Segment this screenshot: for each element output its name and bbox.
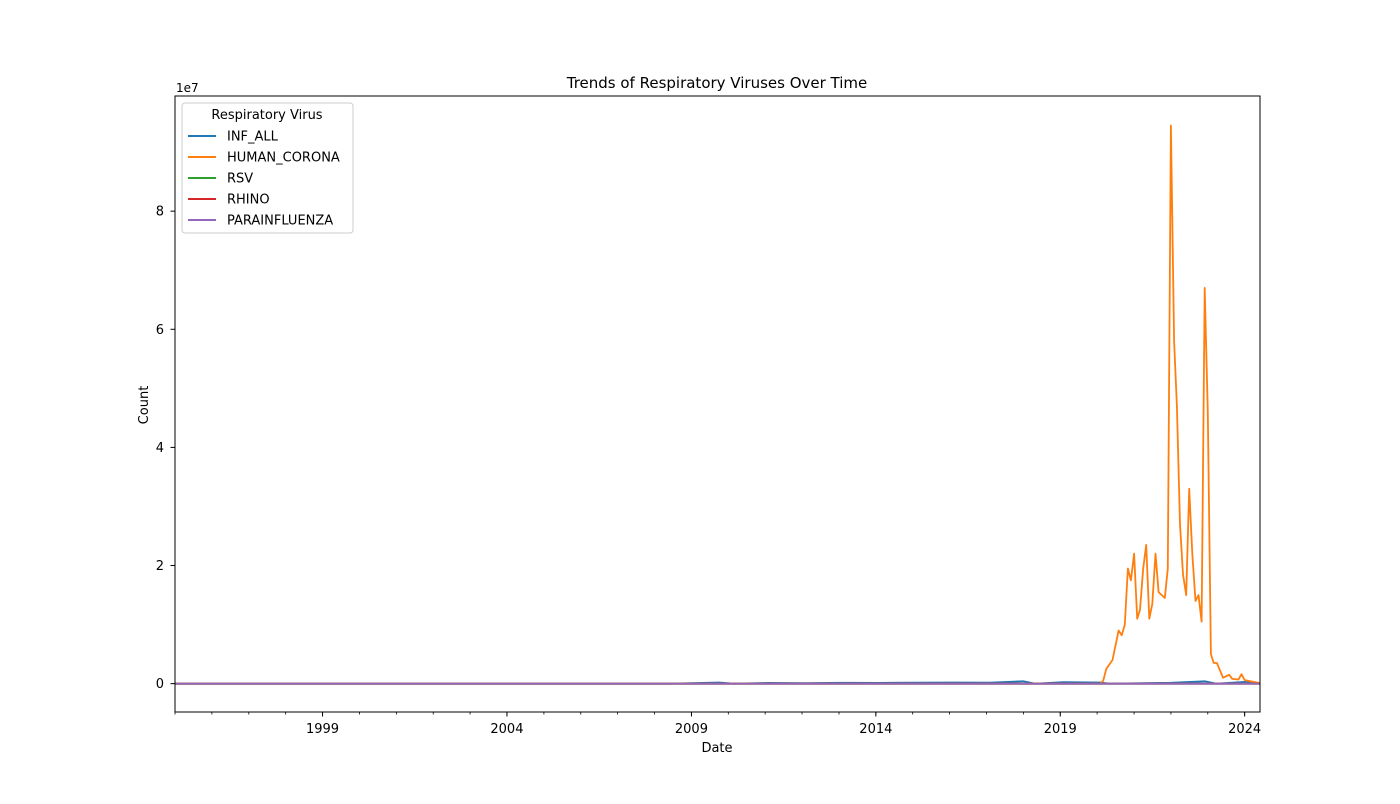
y-tick-label: 2 <box>156 559 164 574</box>
series-line-human-corona <box>175 124 1261 685</box>
x-tick-label: 1999 <box>306 722 339 737</box>
legend-title: Respiratory Virus <box>211 108 322 123</box>
legend: Respiratory Virus INF_ALL HUMAN_CORONA RSV… <box>181 102 354 234</box>
chart-title: Trends of Respiratory Viruses Over Time <box>566 74 868 92</box>
legend-box <box>181 102 354 234</box>
x-tick-label: 2024 <box>1228 722 1261 737</box>
x-tick-label: 2009 <box>675 722 708 737</box>
y-axis-offset-label: 1e7 <box>176 81 199 95</box>
y-tick-label: 6 <box>156 323 164 338</box>
legend-label: RHINO <box>227 193 270 208</box>
axis-ticks: 1999 2004 2009 2014 2019 2024 0 2 4 6 8 <box>156 205 1261 737</box>
x-tick-label: 2004 <box>490 722 523 737</box>
x-tick-label: 2014 <box>859 722 892 737</box>
legend-label: RSV <box>227 172 253 187</box>
x-tick-label: 2019 <box>1044 722 1077 737</box>
legend-label: HUMAN_CORONA <box>227 151 340 166</box>
series-lines <box>175 124 1261 685</box>
plot-frame <box>174 95 1261 713</box>
y-tick-label: 8 <box>156 205 164 220</box>
y-tick-label: 4 <box>156 441 164 456</box>
legend-label: PARAINFLUENZA <box>227 214 333 229</box>
legend-label: INF_ALL <box>227 130 279 145</box>
x-axis-label: Date <box>701 741 732 756</box>
y-tick-label: 0 <box>156 677 164 692</box>
y-axis-label: Count <box>137 386 152 425</box>
